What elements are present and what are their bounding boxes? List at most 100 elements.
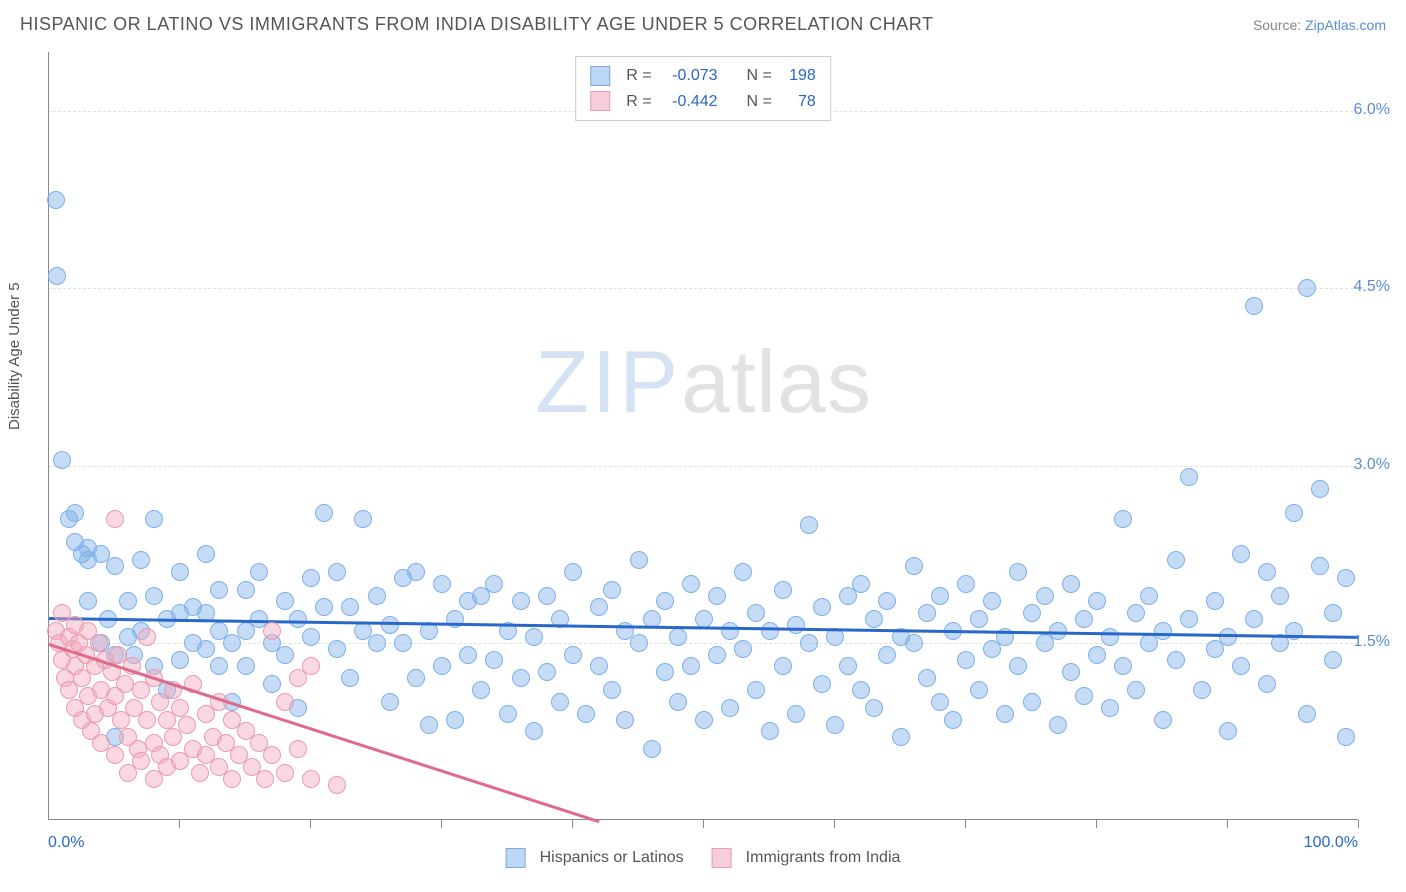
- x-tick-mark: [703, 820, 704, 828]
- data-point: [420, 716, 438, 734]
- data-point: [1193, 681, 1211, 699]
- data-point: [1075, 610, 1093, 628]
- data-point: [538, 587, 556, 605]
- data-point: [145, 510, 163, 528]
- chart-title: HISPANIC OR LATINO VS IMMIGRANTS FROM IN…: [20, 14, 933, 35]
- swatch-series-2: [590, 91, 610, 111]
- data-point: [1101, 628, 1119, 646]
- data-point: [1232, 657, 1250, 675]
- data-point: [996, 705, 1014, 723]
- data-point: [682, 657, 700, 675]
- data-point: [931, 587, 949, 605]
- data-point: [970, 610, 988, 628]
- data-point: [485, 575, 503, 593]
- data-point: [1009, 563, 1027, 581]
- data-point: [1009, 657, 1027, 675]
- data-point: [328, 776, 346, 794]
- data-point: [276, 646, 294, 664]
- x-tick-mark: [1096, 820, 1097, 828]
- data-point: [472, 681, 490, 699]
- data-point: [1311, 480, 1329, 498]
- r-value: -0.442: [662, 89, 718, 115]
- data-point: [669, 693, 687, 711]
- data-point: [499, 705, 517, 723]
- data-point: [1206, 592, 1224, 610]
- data-point: [878, 646, 896, 664]
- n-label: N =: [746, 63, 771, 89]
- data-point: [1167, 651, 1185, 669]
- data-point: [368, 634, 386, 652]
- data-point: [1180, 468, 1198, 486]
- data-point: [512, 592, 530, 610]
- data-point: [407, 563, 425, 581]
- data-point: [459, 646, 477, 664]
- data-point: [276, 592, 294, 610]
- data-point: [512, 669, 530, 687]
- data-point: [302, 569, 320, 587]
- data-point: [656, 663, 674, 681]
- data-point: [132, 551, 150, 569]
- data-point: [892, 728, 910, 746]
- x-tick-mark: [310, 820, 311, 828]
- scatter-plot-area: ZIPatlas: [48, 52, 1358, 820]
- data-point: [721, 699, 739, 717]
- data-point: [1036, 587, 1054, 605]
- x-tick-label: 100.0%: [1304, 834, 1358, 852]
- data-point: [256, 770, 274, 788]
- data-point: [106, 746, 124, 764]
- data-point: [1219, 628, 1237, 646]
- data-point: [106, 557, 124, 575]
- legend-row-1: R = -0.073 N = 198: [590, 63, 816, 89]
- data-point: [538, 663, 556, 681]
- data-point: [1258, 563, 1276, 581]
- data-point: [302, 657, 320, 675]
- data-point: [289, 610, 307, 628]
- data-point: [106, 510, 124, 528]
- data-point: [564, 563, 582, 581]
- data-point: [957, 651, 975, 669]
- data-point: [223, 770, 241, 788]
- data-point: [315, 504, 333, 522]
- data-point: [433, 657, 451, 675]
- data-point: [1298, 279, 1316, 297]
- data-point: [734, 640, 752, 658]
- data-point: [747, 681, 765, 699]
- swatch-series-1: [590, 66, 610, 86]
- source-link[interactable]: ZipAtlas.com: [1305, 17, 1386, 33]
- data-point: [525, 722, 543, 740]
- data-point: [394, 634, 412, 652]
- data-point: [1062, 575, 1080, 593]
- data-point: [138, 711, 156, 729]
- data-point: [250, 563, 268, 581]
- data-point: [276, 693, 294, 711]
- correlation-legend: R = -0.073 N = 198 R = -0.442 N = 78: [575, 56, 831, 121]
- data-point: [761, 622, 779, 640]
- data-point: [931, 693, 949, 711]
- data-point: [905, 557, 923, 575]
- x-tick-mark: [179, 820, 180, 828]
- data-point: [341, 598, 359, 616]
- x-tick-mark: [572, 820, 573, 828]
- x-tick-mark: [834, 820, 835, 828]
- source-prefix: Source:: [1253, 17, 1305, 33]
- data-point: [918, 604, 936, 622]
- data-point: [263, 675, 281, 693]
- data-point: [1049, 716, 1067, 734]
- data-point: [171, 699, 189, 717]
- data-point: [787, 616, 805, 634]
- swatch-series-2: [712, 848, 732, 868]
- data-point: [171, 563, 189, 581]
- data-point: [1324, 604, 1342, 622]
- n-value: 78: [782, 89, 816, 115]
- data-point: [774, 657, 792, 675]
- data-point: [119, 592, 137, 610]
- data-point: [944, 711, 962, 729]
- data-point: [263, 746, 281, 764]
- data-point: [1311, 557, 1329, 575]
- data-point: [328, 640, 346, 658]
- data-point: [237, 581, 255, 599]
- data-point: [852, 575, 870, 593]
- data-point: [1245, 297, 1263, 315]
- data-point: [564, 646, 582, 664]
- data-point: [341, 669, 359, 687]
